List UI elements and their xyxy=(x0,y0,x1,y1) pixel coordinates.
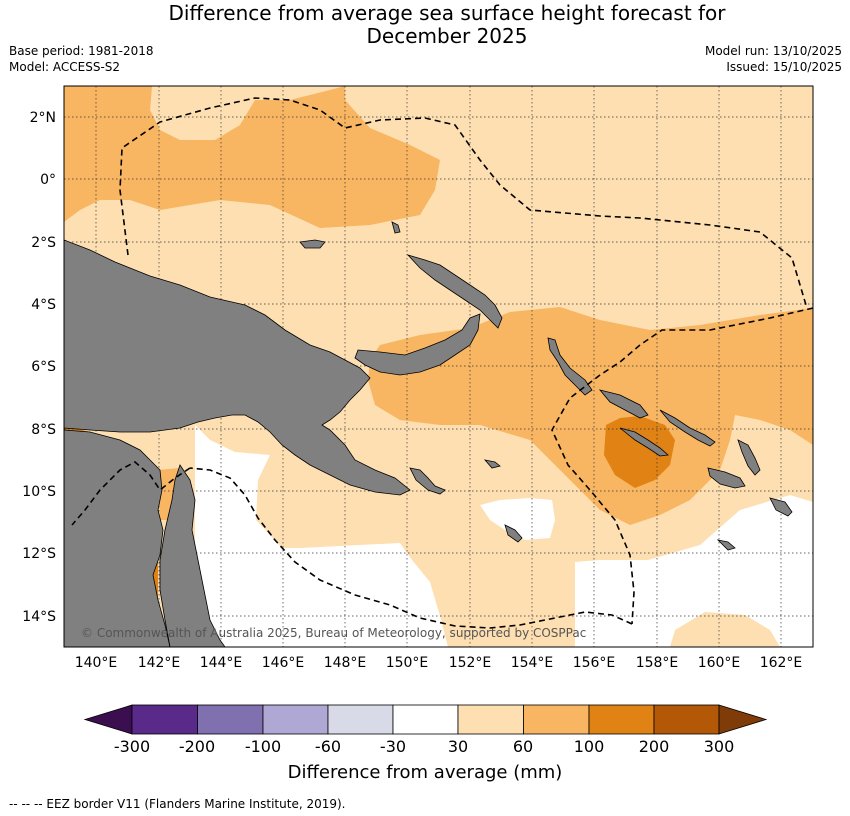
contour-neutral-south xyxy=(195,425,448,647)
new-ireland xyxy=(406,254,503,329)
lat-label: 2°N xyxy=(30,110,56,126)
lat-label: 8°S xyxy=(31,422,56,438)
colorbar-swatch xyxy=(131,704,198,735)
contour-neutral-island xyxy=(480,498,555,540)
contour-neutral-southeast xyxy=(575,495,813,647)
cape-york-peninsula xyxy=(159,464,226,647)
eez-png-north xyxy=(119,97,807,306)
model-name: Model: ACCESS-S2 xyxy=(9,60,121,74)
lon-label: 142°E xyxy=(138,655,181,671)
eez-borders xyxy=(71,97,813,629)
meta-right: Model run: 13/10/2025 Issued: 15/10/2025 xyxy=(705,43,842,75)
colorbar-tick: 300 xyxy=(703,737,735,756)
lat-label: 6°S xyxy=(31,359,56,375)
colorbar-swatch xyxy=(262,704,329,735)
colorbar-tick: -100 xyxy=(244,737,282,756)
colorbar xyxy=(83,704,768,735)
new-guinea xyxy=(64,239,411,496)
guadalcanal xyxy=(619,427,669,457)
colorbar-tick: 200 xyxy=(638,737,670,756)
lon-label: 140°E xyxy=(75,655,118,671)
bougainville xyxy=(547,337,593,396)
title-line-1: Difference from average sea surface heig… xyxy=(168,1,726,25)
vanuatu-south xyxy=(716,539,736,551)
contour-60-100-north xyxy=(64,86,440,228)
eez-australia xyxy=(71,461,191,526)
lat-label: 10°S xyxy=(22,484,56,500)
eez-png-east xyxy=(551,307,813,625)
colorbar-tick: -200 xyxy=(178,737,216,756)
colorbar-tick: -60 xyxy=(314,737,342,756)
manus xyxy=(299,239,326,249)
issued-date: Issued: 15/10/2025 xyxy=(726,60,842,74)
contour-30-60-patch xyxy=(670,612,780,647)
rossel xyxy=(504,524,523,543)
louisiade-1 xyxy=(483,459,501,469)
choiseul-isabel xyxy=(598,389,649,419)
colorbar-swatch xyxy=(392,704,459,735)
new-hanover xyxy=(391,221,401,234)
contour-60-100-central xyxy=(368,307,813,525)
lon-label: 152°E xyxy=(449,655,492,671)
lon-label: 144°E xyxy=(200,655,243,671)
colorbar-tick: -300 xyxy=(113,737,151,756)
lon-label: 148°E xyxy=(324,655,367,671)
colorbar-swatch xyxy=(588,704,655,735)
lat-label: 12°S xyxy=(22,546,56,562)
eez-footnote: -- -- -- EEZ border V11 (Flanders Marine… xyxy=(9,797,346,811)
colorbar-tick: 30 xyxy=(447,737,469,756)
colorbar-swatch xyxy=(653,704,720,735)
eez-png-south xyxy=(189,467,633,629)
lat-label: 2°S xyxy=(31,235,56,251)
lon-label: 150°E xyxy=(386,655,429,671)
colorbar-tick: 100 xyxy=(573,737,605,756)
colorbar-swatch-below xyxy=(83,704,133,735)
colorbar-title: Difference from average (mm) xyxy=(287,762,563,783)
lon-label: 158°E xyxy=(636,655,679,671)
base-period: Base period: 1981-2018 xyxy=(9,44,154,58)
malaita xyxy=(659,409,716,447)
land xyxy=(64,221,793,647)
lon-label: 156°E xyxy=(573,655,616,671)
meta-left: Base period: 1981-2018 Model: ACCESS-S2 xyxy=(9,43,154,75)
colorbar-swatch xyxy=(457,704,524,735)
colorbar-swatch xyxy=(197,704,264,735)
map-frame xyxy=(63,85,814,648)
title-line-2: December 2025 xyxy=(366,24,528,48)
colorbar-tick: -30 xyxy=(379,737,407,756)
colorbar-swatch xyxy=(327,704,394,735)
d-entrecasteaux xyxy=(409,467,446,495)
new-britain xyxy=(354,313,481,376)
lat-label: 0° xyxy=(40,172,56,188)
makira xyxy=(707,467,746,489)
lon-label: 162°E xyxy=(760,655,803,671)
espiritu-santo xyxy=(769,497,793,517)
lon-label: 146°E xyxy=(262,655,305,671)
model-run: Model run: 13/10/2025 xyxy=(704,44,842,58)
colorbar-tick: 60 xyxy=(512,737,534,756)
vanuatu-north xyxy=(737,439,761,476)
colorbar-swatch-above xyxy=(718,704,768,735)
lat-label: 4°S xyxy=(31,297,56,313)
cape-york xyxy=(64,429,171,647)
lat-label: 14°S xyxy=(22,609,56,625)
copyright: © Commonwealth of Australia 2025, Bureau… xyxy=(81,626,586,640)
map-title: Difference from average sea surface heig… xyxy=(0,2,850,48)
map-area: © Commonwealth of Australia 2025, Bureau… xyxy=(64,86,813,647)
lon-label: 160°E xyxy=(698,655,741,671)
lon-label: 154°E xyxy=(511,655,554,671)
colorbar-swatch xyxy=(523,704,590,735)
